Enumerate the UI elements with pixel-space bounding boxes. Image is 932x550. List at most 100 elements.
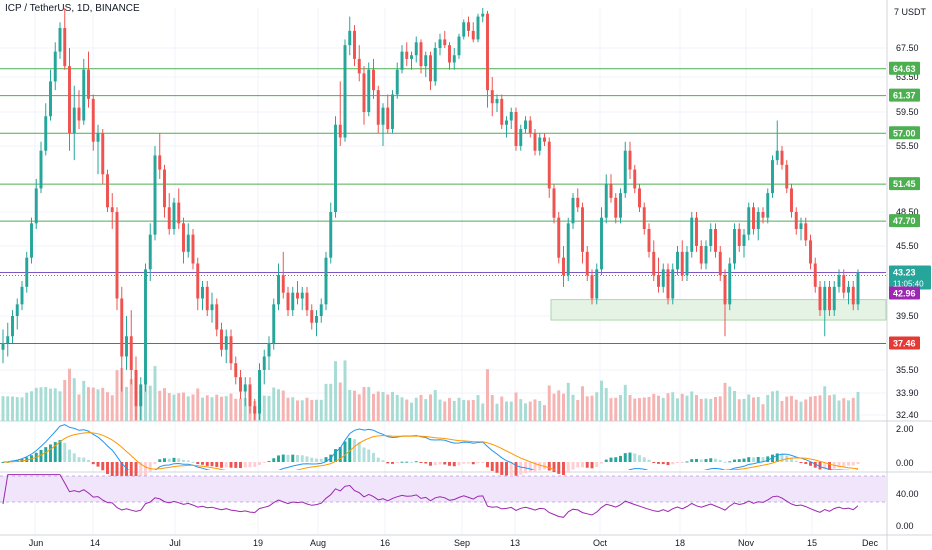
macd-hist-bar [680,462,684,463]
candle-body [172,202,176,229]
volume-bar [101,387,105,421]
volume-bar [315,399,318,421]
volume-bar [761,404,765,421]
candle-body [338,124,342,138]
volume-bar [448,398,451,421]
candle-body [804,223,808,241]
volume-bar [262,395,266,421]
candle-body [148,234,152,270]
macd-hist-bar [353,439,356,462]
volume-bar [429,394,432,421]
macd-hist-bar [391,462,394,464]
date-tick-label: 19 [253,538,263,548]
macd-hist-bar [813,462,817,468]
candle-body [296,292,299,299]
candle-body [215,304,219,330]
date-tick-label: Nov [738,538,755,548]
candle-body [11,316,14,337]
volume-bar [68,368,71,421]
macd-hist-bar [818,462,822,470]
candle-body [433,48,437,82]
candle-body [671,269,675,299]
macd-hist-bar [172,457,176,462]
date-tick-label: Jun [29,538,44,548]
level-tag-61.37 [889,88,920,102]
macd-hist-bar [39,449,43,462]
candle-body [224,336,228,350]
volume-bar [709,398,713,421]
volume-bar [609,398,613,421]
price-tick-label: 55.50 [896,141,919,151]
candle-body [115,212,119,299]
macd-hist-bar [543,462,546,470]
macd-hist-bar [395,462,399,464]
volume-bar [495,403,499,421]
candle-body [63,28,67,67]
macd-hist-bar [448,462,451,466]
rsi-tick-label: 40.00 [896,489,919,499]
volume-bar [595,392,599,421]
macd-hist-bar [405,461,409,463]
macd-hist-bar [661,462,665,465]
current-price-tag [889,265,931,290]
candle-body [429,55,432,82]
macd-hist-bar [101,462,105,471]
volume-bar [828,395,831,421]
macd-hist-bar [362,447,366,462]
candle-body [125,336,128,357]
volume-bar [638,398,641,421]
candle-body [414,42,418,56]
macd-hist-bar [747,457,751,462]
macd-hist-bar [509,462,513,475]
volume-bar [305,397,309,421]
macd-hist-bar [514,462,518,476]
macd-hist-bar [139,462,143,485]
macd-hist-bar [538,462,542,471]
volume-bar [286,397,290,421]
price-tick-label: 32.40 [896,410,919,420]
volume-bar [357,394,361,421]
volume-bar [39,387,43,421]
volume-bar [338,382,342,421]
volume-bar [718,396,722,421]
candle-body [604,183,608,218]
candle-body [467,22,470,31]
volume-bar [405,399,409,421]
volume-bar [604,388,608,421]
macd-hist-bar [215,462,219,467]
macd-tick-label: 2.00 [896,424,914,434]
candle-body [139,384,143,407]
candle-body [258,370,261,414]
candle-body [771,160,774,194]
volume-bar [239,398,242,421]
level-tag-37.46 [889,336,920,350]
macd-hist-bar [623,453,627,462]
candle-body [329,212,333,258]
candle-body [357,58,361,74]
macd-hist-bar [571,462,575,470]
candle-body [780,150,784,165]
volume-bar [785,396,789,421]
macd-hist-bar [628,452,632,462]
volume-bar [799,401,803,421]
macd-hist-bar [452,462,456,467]
candle-body [153,155,157,235]
macd-hist-bar [585,462,589,468]
volume-bar [585,396,589,421]
macd-tick-label: 0.00 [896,458,914,468]
macd-hist-bar [367,449,371,462]
macd-hist-bar [220,462,223,468]
currency-label: 7 USDT [894,7,927,17]
candle-body [842,275,846,293]
macd-hist-bar [476,462,480,464]
macd-hist-bar [419,462,423,463]
macd-hist-bar [723,461,727,463]
candle-body [101,133,105,175]
volume-bar [182,392,185,421]
candle-body [609,183,613,198]
macd-hist-bar [414,461,418,463]
prev-price-tag [889,286,920,300]
macd-hist-bar [671,462,675,465]
candle-body [562,257,565,276]
volume-bar [562,393,565,421]
